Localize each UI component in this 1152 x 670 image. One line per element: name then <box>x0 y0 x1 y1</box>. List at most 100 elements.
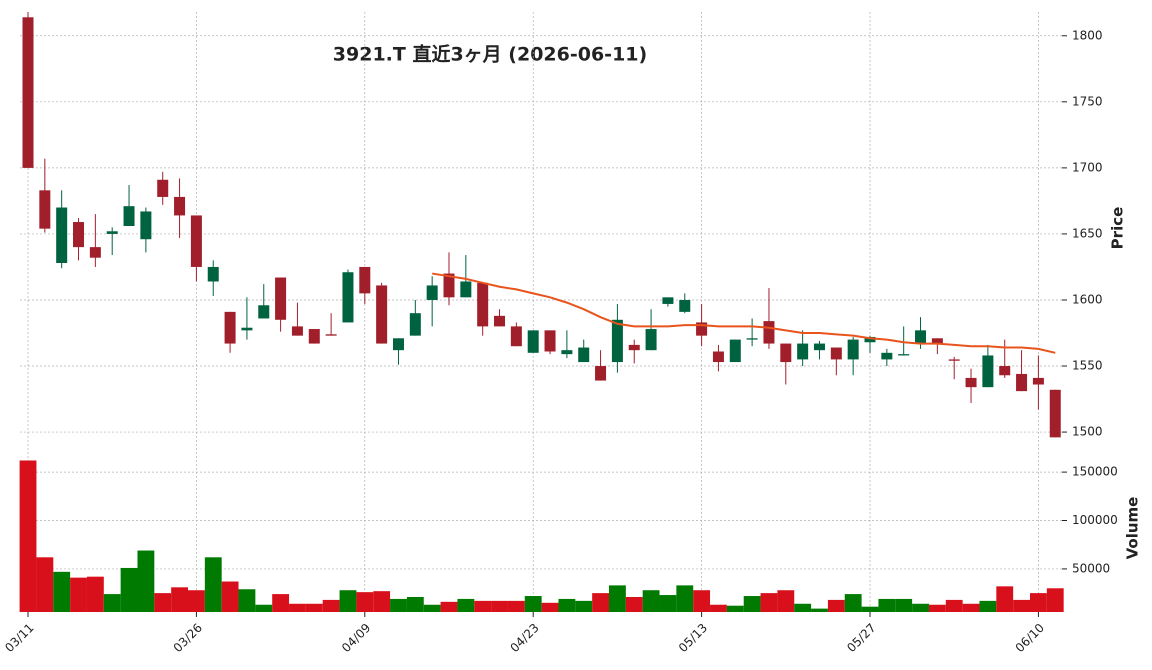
y-axis-label: Price <box>1109 207 1127 250</box>
volume-bar <box>53 571 71 612</box>
candle-body <box>39 190 51 229</box>
volume-bar <box>609 585 626 612</box>
volume-bar <box>962 603 980 612</box>
candle-body <box>443 273 455 298</box>
volume-bar <box>289 603 306 612</box>
candle-body <box>426 285 438 300</box>
volume-bar <box>373 591 391 612</box>
volume-bar <box>36 557 54 612</box>
volume-bar <box>474 600 492 612</box>
candle-body <box>140 211 152 240</box>
volume-bar <box>440 601 458 612</box>
candle-body <box>561 350 573 355</box>
volume-bar <box>491 600 508 612</box>
candle-body <box>628 344 640 351</box>
candle-body <box>931 338 943 344</box>
volume-bar <box>188 590 205 612</box>
volume-bar <box>154 593 172 612</box>
volume-bar <box>844 594 862 612</box>
volume-bar <box>760 593 778 612</box>
volume-bar <box>406 596 424 612</box>
candle-body <box>494 315 506 327</box>
candle-body <box>460 281 472 298</box>
volume-bar <box>693 590 711 612</box>
volume-bar <box>979 600 997 612</box>
y-tick-label: 1650 <box>1072 226 1103 240</box>
volume-bar <box>794 603 812 612</box>
candle-body <box>477 282 489 327</box>
x-tick-label: 06/10 <box>1013 621 1047 655</box>
candle-body <box>729 339 741 363</box>
candle-body <box>73 222 85 248</box>
volume-bar <box>305 603 323 612</box>
y-tick-label: 1800 <box>1072 28 1103 42</box>
y-tick-label: 1700 <box>1072 160 1103 174</box>
candle-body <box>174 196 186 216</box>
x-tick-label: 03/26 <box>171 621 205 655</box>
volume-bar <box>996 586 1014 612</box>
candle-body <box>275 277 287 320</box>
candle-body <box>106 231 118 234</box>
candle-body <box>813 343 825 351</box>
volume-bar <box>1013 599 1030 612</box>
volume-bar <box>356 592 374 612</box>
y-tick-label: 1550 <box>1072 359 1103 373</box>
candle-body <box>797 343 809 360</box>
candle-body <box>544 330 556 352</box>
volume-bar <box>423 604 441 612</box>
candle-body <box>359 266 371 294</box>
candle-body <box>611 319 623 363</box>
volume-bar <box>238 589 256 612</box>
volume-bar <box>659 595 677 612</box>
candle-body <box>392 338 404 351</box>
candle-body <box>325 334 337 336</box>
volume-tick-label: 150000 <box>1072 465 1118 479</box>
volume-bar <box>86 576 104 612</box>
volume-bar <box>457 598 475 612</box>
candle-body <box>224 311 236 344</box>
volume-bar <box>70 577 87 612</box>
candle-body <box>881 352 893 360</box>
volume-bar <box>272 594 290 612</box>
volume-bar <box>103 594 121 612</box>
candle-body <box>763 321 775 344</box>
volume-bar <box>120 567 138 612</box>
volume-bar <box>137 550 155 612</box>
volume-bar <box>390 598 407 612</box>
volume-bar <box>945 599 963 612</box>
candle-body <box>712 351 724 363</box>
volume-bar <box>171 587 188 612</box>
volume-bar <box>878 598 896 612</box>
candle-body <box>308 329 320 344</box>
x-tick-label: 05/27 <box>844 621 878 655</box>
volume-bar <box>339 590 357 612</box>
candle-body <box>999 366 1011 376</box>
candle-body <box>645 329 657 351</box>
candle-body <box>291 326 303 336</box>
candle-body <box>342 272 354 323</box>
volume-bar <box>524 596 542 612</box>
candle-body <box>780 343 792 363</box>
volume-bar <box>827 599 845 612</box>
candle-body <box>1016 373 1028 392</box>
candle-body <box>696 322 708 336</box>
y-tick-label: 1750 <box>1072 94 1103 108</box>
volume-bar <box>19 460 37 612</box>
volume-tick-label: 100000 <box>1072 513 1118 527</box>
candle-body <box>207 266 219 282</box>
candle-body <box>847 339 859 360</box>
x-tick-label: 04/09 <box>339 621 373 655</box>
volume-bar <box>558 598 576 612</box>
volume-bar <box>1030 593 1047 612</box>
volume-tick-label: 50000 <box>1072 561 1110 575</box>
volume-bar <box>507 600 525 612</box>
volume-bar <box>255 604 273 612</box>
candle-body <box>915 330 927 344</box>
volume-bar <box>322 599 340 612</box>
candle-body <box>409 313 421 336</box>
candle-body <box>510 326 522 347</box>
candle-body <box>157 179 169 197</box>
volume-bar <box>575 600 593 612</box>
volume-bar <box>676 585 694 612</box>
volume-bar <box>1046 588 1064 612</box>
